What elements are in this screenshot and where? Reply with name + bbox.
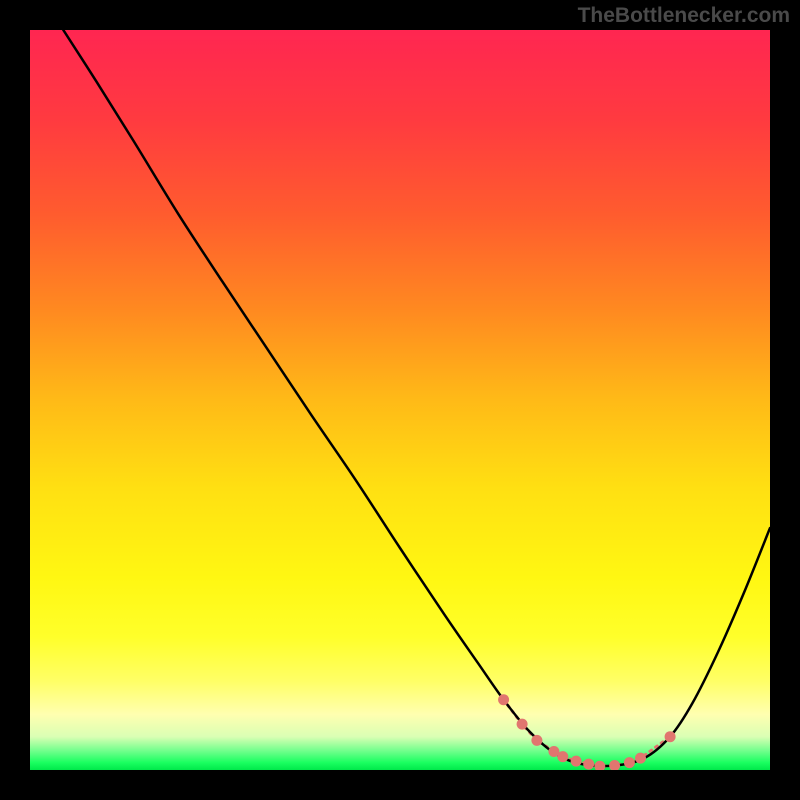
valley-marker-dot <box>517 719 528 730</box>
valley-marker-dot <box>624 757 635 768</box>
valley-marker-dot <box>531 735 542 746</box>
chart-container: TheBottlenecker.com <box>0 0 800 800</box>
valley-marker-dot <box>557 751 568 762</box>
valley-marker-dot <box>571 756 582 767</box>
valley-marker-dot <box>635 753 646 764</box>
valley-marker-dot <box>594 761 605 772</box>
valley-marker-dot <box>665 731 676 742</box>
watermark-text: TheBottlenecker.com <box>578 4 790 28</box>
gradient-background <box>30 30 770 770</box>
bottleneck-curve-chart <box>0 0 800 800</box>
valley-marker-dot <box>609 760 620 771</box>
valley-marker-dot <box>498 694 509 705</box>
valley-marker-dot <box>583 759 594 770</box>
